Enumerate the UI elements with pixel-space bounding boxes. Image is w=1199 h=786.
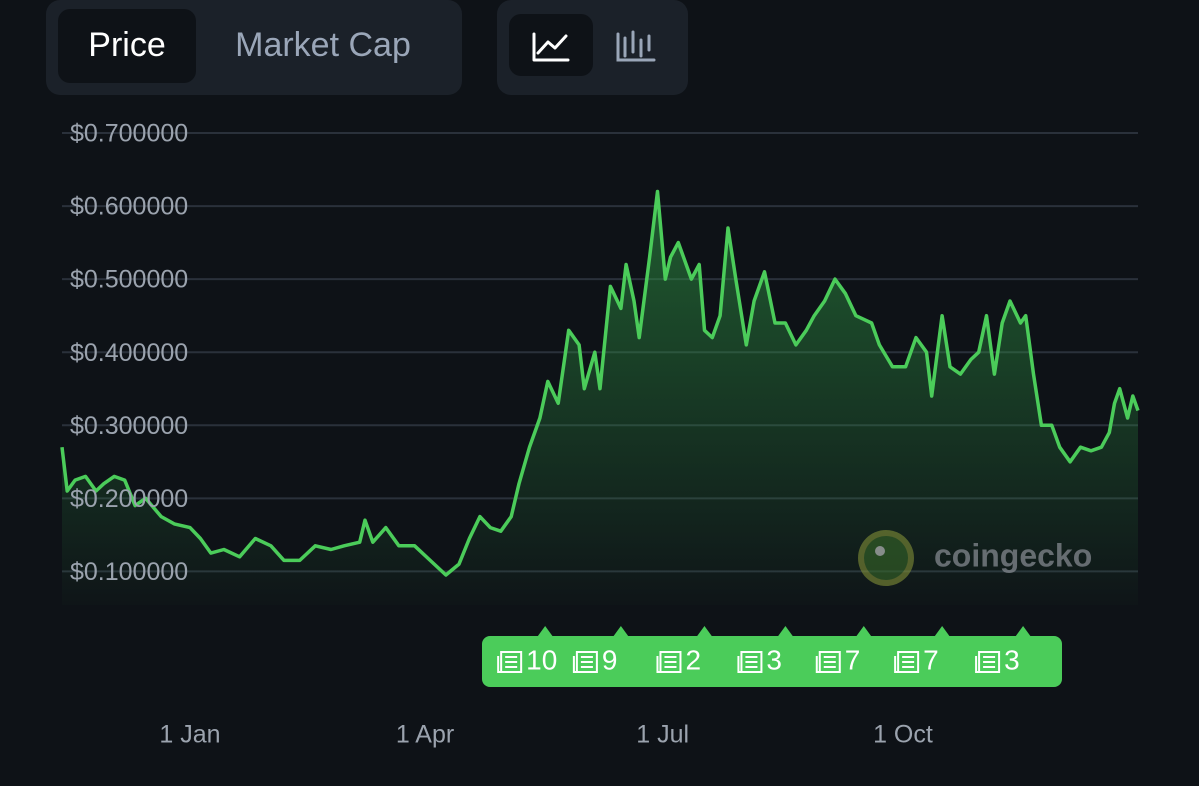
news-icon-part xyxy=(664,656,677,668)
news-icon-part xyxy=(580,656,593,668)
active-tab[interactable] xyxy=(58,9,196,83)
news-icon xyxy=(497,651,523,673)
news-pointer xyxy=(1015,626,1032,637)
candlestick-icon[interactable] xyxy=(616,30,656,62)
news-icon-part xyxy=(497,656,502,673)
news-icon-part xyxy=(737,656,742,673)
news-bar xyxy=(482,636,1062,687)
news-icon-part xyxy=(815,656,820,673)
news-icon-part xyxy=(978,651,1001,673)
news-icon xyxy=(975,651,1001,673)
news-icon-part xyxy=(823,656,836,668)
y-tick-label: $0.700000 xyxy=(70,120,188,148)
x-tick-label: 1 Jan xyxy=(159,721,220,749)
news-icon-part xyxy=(897,651,920,673)
y-tick-label: $0.400000 xyxy=(70,339,188,367)
news-count: 9 xyxy=(602,644,618,675)
news-icon-part xyxy=(505,656,518,668)
tab-market-cap[interactable]: Market Cap xyxy=(235,26,411,64)
news-icon-part xyxy=(656,656,661,673)
news-icon-part xyxy=(818,651,841,673)
news-pointer xyxy=(612,626,629,637)
news-icon xyxy=(737,651,763,673)
y-tick-label: $0.300000 xyxy=(70,412,188,440)
price-line xyxy=(60,189,1140,577)
news-icon-part xyxy=(745,656,758,668)
news-icon xyxy=(815,651,841,673)
y-tick-label: $0.200000 xyxy=(70,485,188,513)
news-count: 2 xyxy=(685,644,701,675)
news-pointer xyxy=(777,626,794,637)
news-icon-part xyxy=(740,651,763,673)
news-icon-part xyxy=(659,651,682,673)
x-tick-label: 1 Jul xyxy=(636,721,689,749)
news-icon-part xyxy=(894,656,899,673)
news-icon xyxy=(572,651,598,673)
news-pointer xyxy=(696,626,713,637)
news-icon xyxy=(656,651,682,673)
news-count: 7 xyxy=(845,644,861,675)
news-icon-part xyxy=(983,656,996,668)
x-tick-label: 1 Apr xyxy=(396,721,454,749)
news-count: 10 xyxy=(526,644,557,675)
news-pointer xyxy=(934,626,951,637)
news-pointer xyxy=(855,626,872,637)
y-tick-label: $0.600000 xyxy=(70,193,188,221)
news-icon-part xyxy=(902,656,915,668)
news-pointer xyxy=(537,626,554,637)
y-tick-label: $0.500000 xyxy=(70,266,188,294)
news-count: 3 xyxy=(1004,644,1020,675)
news-count: 3 xyxy=(766,644,782,675)
news-icon-part xyxy=(572,656,577,673)
x-tick-label: 1 Oct xyxy=(873,721,933,749)
watermark: coingecko xyxy=(934,537,1092,573)
y-tick-label: $0.100000 xyxy=(70,558,188,586)
tab-price[interactable]: Price xyxy=(88,26,165,64)
watermark-logo xyxy=(858,530,914,586)
line-chart-icon xyxy=(532,32,570,62)
news-icon-part xyxy=(975,656,980,673)
price-area xyxy=(62,191,1138,605)
news-icon xyxy=(894,651,920,673)
news-icon-part xyxy=(500,651,523,673)
news-count: 7 xyxy=(923,644,939,675)
news-icon-part xyxy=(575,651,598,673)
